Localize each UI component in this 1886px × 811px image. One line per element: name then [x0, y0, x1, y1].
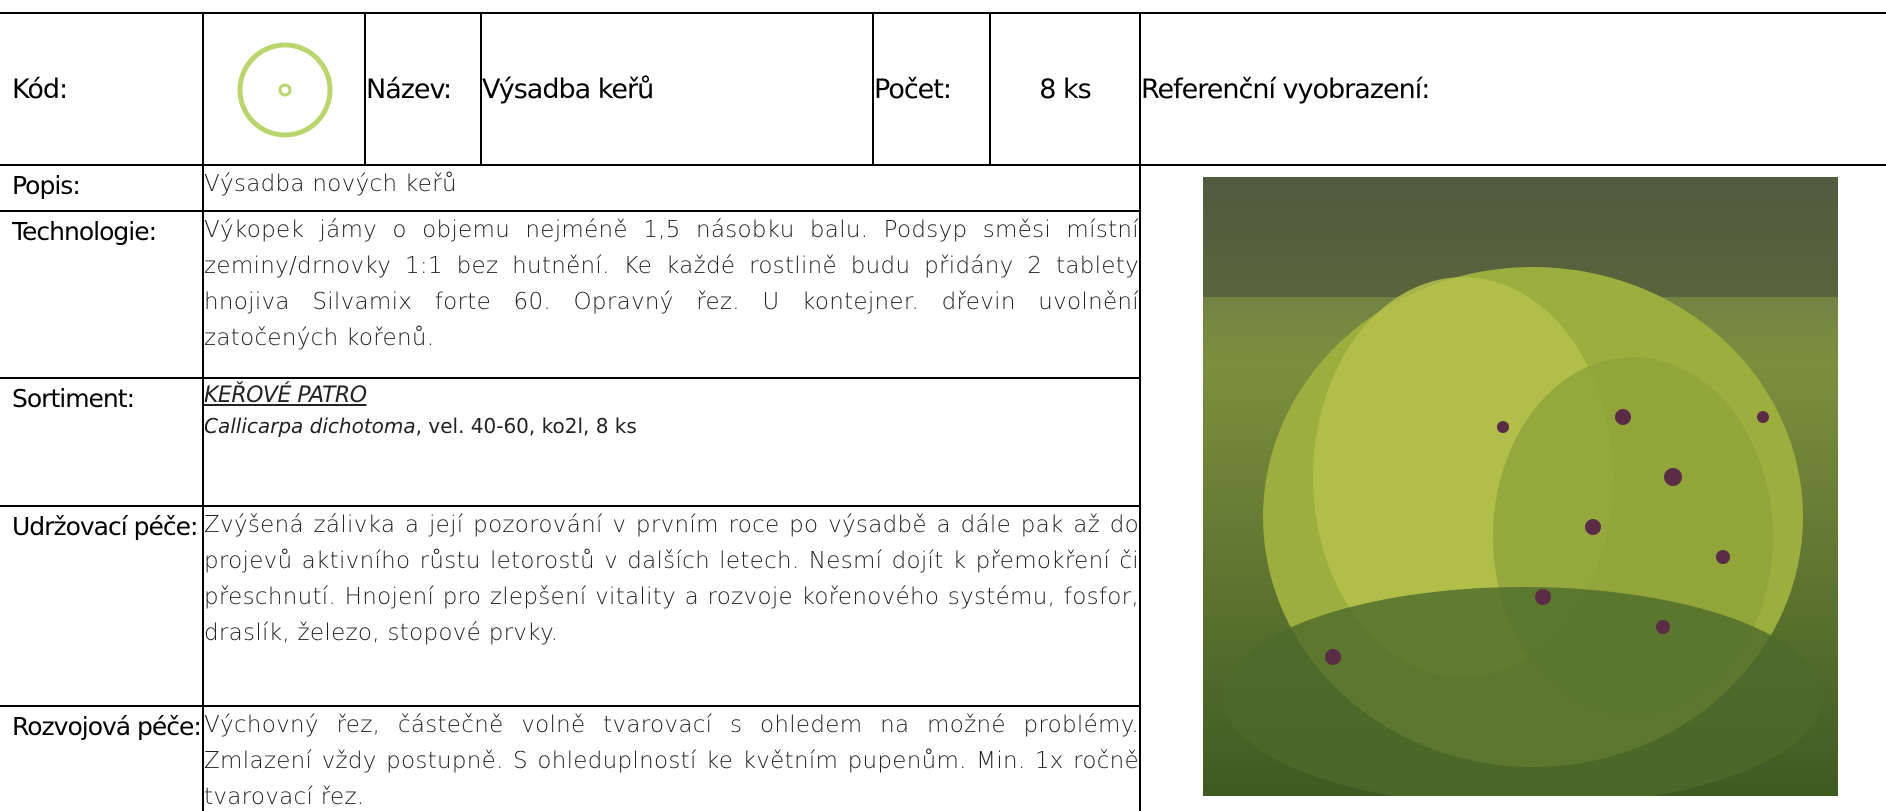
border: [202, 12, 204, 811]
assortment-item: Callicarpa dichotoma, vel. 40-60, ko2l, …: [204, 411, 1139, 441]
row-text: Zvýšená zálivka a její pozorování v prvn…: [204, 512, 1139, 646]
border: [364, 12, 366, 165]
assortment: KEŘOVÉ PATRO Callicarpa dichotoma, vel. 4…: [204, 381, 1139, 507]
border: [0, 505, 1140, 507]
border: [480, 12, 482, 165]
icon: [237, 42, 333, 138]
row-label: Rozvojová péče:: [12, 712, 202, 741]
row-label: Technologie:: [12, 217, 157, 246]
species-details: , vel. 40-60, ko2l, 8 ks: [415, 414, 637, 438]
border: [0, 210, 1140, 212]
row-label: Popis:: [12, 171, 81, 200]
reference-label: Referenční vyobrazení:: [1141, 73, 1430, 105]
row-label: Udržovací péče:: [12, 512, 198, 541]
border: [872, 12, 874, 165]
row-text: Výkopek jámy o objemu nejméně 1,5 násobk…: [204, 217, 1139, 351]
border: [989, 12, 991, 165]
species: Callicarpa dichotoma: [204, 414, 416, 438]
name-label: Název:: [366, 73, 452, 105]
count: 8 ks: [1039, 73, 1091, 105]
code-label: Kód:: [12, 73, 68, 105]
border: [0, 377, 1140, 379]
row-label: Sortiment:: [12, 384, 135, 413]
border: [0, 12, 1886, 14]
reference-image: [1203, 177, 1838, 796]
count-label: Počet:: [874, 73, 952, 105]
name: Výsadba keřů: [482, 73, 654, 105]
border: [0, 705, 1140, 707]
row-text: Výsadba nových keřů: [204, 171, 457, 197]
border: [1139, 12, 1141, 811]
border: [0, 164, 1886, 166]
assortment-heading: KEŘOVÉ PATRO: [204, 383, 367, 408]
row-text: Výchovný řez, částečně volně tvarovací s…: [204, 712, 1139, 810]
